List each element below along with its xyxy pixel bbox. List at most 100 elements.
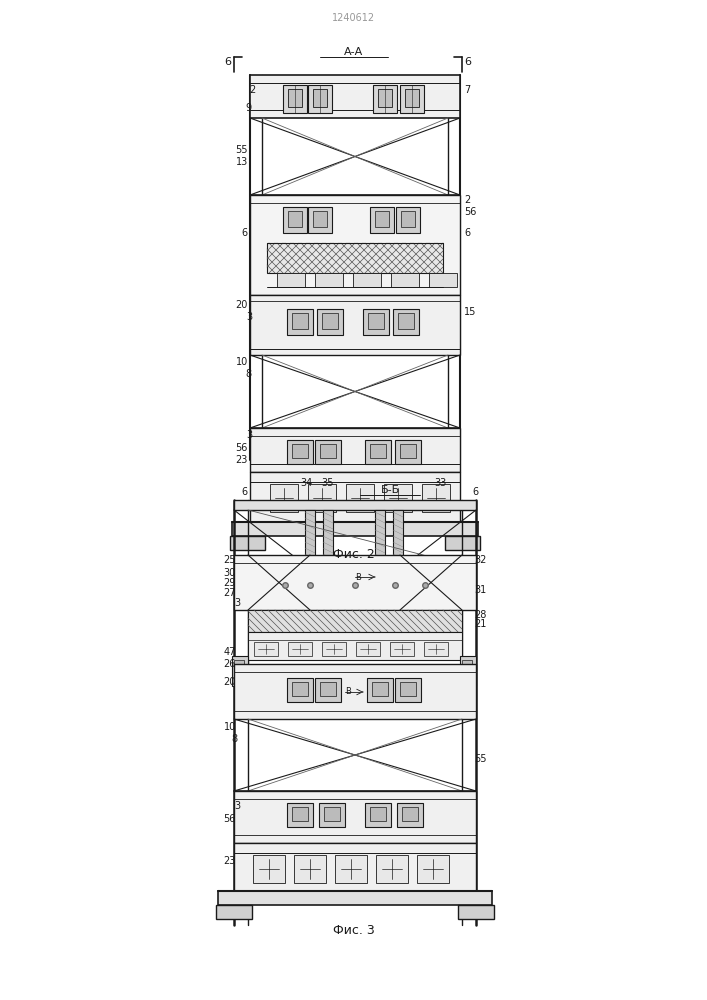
Text: 56: 56 [235,443,248,453]
Bar [429,273,457,287]
Bar [422,484,450,512]
Text: 8: 8 [232,734,238,744]
Text: 35: 35 [322,478,334,488]
Text: 20: 20 [235,300,248,310]
Bar [323,510,333,565]
Bar [287,678,313,702]
Bar [250,295,460,355]
Bar [373,85,397,113]
Text: 47: 47 [223,647,236,657]
Text: B: B [355,572,361,582]
Bar [397,803,423,827]
Text: 56: 56 [464,207,477,217]
Text: 56: 56 [223,814,236,824]
Bar [353,273,381,287]
Bar [218,891,492,905]
Text: 3: 3 [246,312,252,322]
Text: 7: 7 [464,85,470,95]
Text: 9: 9 [246,103,252,113]
Bar [292,807,308,821]
Text: 3: 3 [234,801,240,811]
Text: 10: 10 [223,722,236,732]
Bar [378,89,392,107]
Bar [234,500,476,510]
Bar [370,807,386,821]
Text: 2: 2 [250,85,256,95]
Bar [308,207,332,233]
Bar [372,682,388,696]
Bar [322,313,338,329]
Text: 21: 21 [474,619,486,629]
Text: 1240612: 1240612 [332,13,375,23]
Bar [367,678,393,702]
Bar [320,444,336,458]
Bar [288,211,302,227]
Text: 6: 6 [242,228,248,238]
Text: 10: 10 [235,357,248,367]
Text: 32: 32 [474,555,486,565]
Bar [230,536,265,550]
Bar [324,807,340,821]
Text: Фис. 2: Фис. 2 [333,548,375,562]
Bar [250,195,460,295]
Text: 26: 26 [223,659,236,669]
Text: 55: 55 [474,754,486,764]
Bar [292,682,308,696]
Bar [308,484,336,512]
Bar [363,309,389,335]
Bar [375,211,389,227]
Bar [384,484,412,512]
Text: 3: 3 [234,598,240,608]
Bar [248,610,462,632]
Bar [368,313,384,329]
Text: 6: 6 [464,57,472,67]
Bar [234,843,476,891]
Bar [216,905,252,919]
Bar [250,75,460,118]
Bar [287,309,313,335]
Bar [234,555,476,610]
Text: 23: 23 [223,856,236,866]
Bar [401,211,415,227]
Text: 55: 55 [235,145,248,155]
Text: 29: 29 [223,578,236,588]
Bar [308,85,332,113]
Bar [248,632,462,660]
Bar [400,444,416,458]
Bar [393,510,403,565]
Text: 31: 31 [474,585,486,595]
Bar [391,273,419,287]
Text: 6: 6 [242,487,248,497]
Text: А-А: А-А [344,47,363,57]
Text: 6: 6 [472,487,478,497]
Bar [395,440,421,464]
Bar [460,656,476,686]
Bar [319,803,345,827]
Bar [375,510,385,565]
Bar [393,309,419,335]
Bar [400,682,416,696]
Bar [445,536,480,550]
Bar [365,803,391,827]
Text: 28: 28 [474,610,486,620]
Bar [317,309,343,335]
Bar [294,855,326,883]
Bar [234,791,476,843]
Bar [376,855,408,883]
Bar [417,855,449,883]
Text: 13: 13 [235,157,248,167]
Text: 25: 25 [223,555,236,565]
Bar [305,510,315,565]
Text: 6: 6 [464,228,470,238]
Text: 15: 15 [464,307,477,317]
Bar [288,89,302,107]
Bar [250,472,460,522]
Bar [405,89,419,107]
Bar [313,89,327,107]
Bar [398,313,414,329]
Bar [315,273,343,287]
Text: 30: 30 [223,568,236,578]
Bar [322,642,346,656]
Bar [390,642,414,656]
Bar [424,642,448,656]
